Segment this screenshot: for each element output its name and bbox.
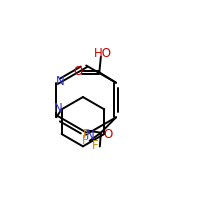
Text: F: F — [81, 134, 88, 147]
Text: O: O — [73, 65, 83, 78]
Text: O: O — [103, 128, 112, 141]
Text: F: F — [92, 139, 99, 152]
Text: N: N — [86, 129, 95, 142]
Text: F: F — [83, 128, 90, 141]
Text: HO: HO — [93, 47, 111, 60]
Text: N: N — [54, 102, 62, 115]
Text: N: N — [56, 75, 65, 88]
